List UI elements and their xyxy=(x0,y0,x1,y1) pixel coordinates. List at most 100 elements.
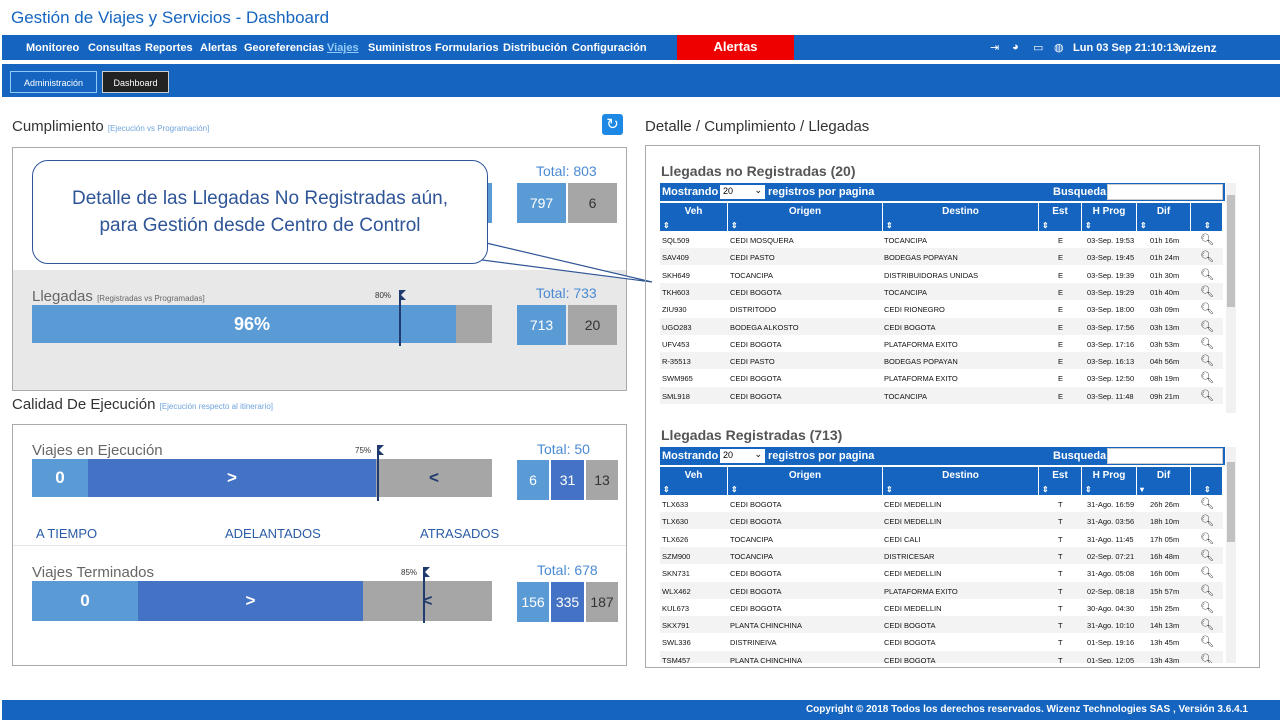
col-destino[interactable]: Destino ⇕ xyxy=(883,467,1039,495)
nav-suministros[interactable]: Suministros xyxy=(368,42,432,54)
noreg-rows: SQL509 CEDI MOSQUERA TOCANCIPA E 03-Sep. 19:… xyxy=(660,231,1223,413)
nav-configuracion[interactable]: Configuración xyxy=(572,42,647,54)
nav-distribucion[interactable]: Distribución xyxy=(503,42,568,54)
table-cell: TKH603 xyxy=(662,287,690,297)
view-detail-icon[interactable]: 🔍︎ xyxy=(1200,584,1214,597)
view-detail-icon[interactable]: 🔍︎ xyxy=(1200,619,1214,632)
copyright: Copyright © 2018 Todos los derechos rese… xyxy=(805,704,1248,715)
table-cell: T xyxy=(1058,638,1063,648)
view-detail-icon[interactable]: 🔍︎ xyxy=(1200,636,1214,649)
col-hprog[interactable]: H Prog ⇕ xyxy=(1082,467,1137,495)
logout-icon[interactable]: ⇥ xyxy=(990,42,1000,54)
view-detail-icon[interactable]: 🔍︎ xyxy=(1200,320,1214,333)
dashboard-button[interactable]: Dashboard xyxy=(102,71,169,93)
table-row[interactable]: TLX630 CEDI BOGOTA CEDI MEDELLIN T 31-Ago. 0… xyxy=(660,512,1223,530)
table-row[interactable]: R-35513 CEDI PASTO BODEGAS POPAYAN E 03-Sep.… xyxy=(660,352,1223,370)
col-dif[interactable]: Dif ⇕ xyxy=(1137,203,1191,231)
nav-alertas[interactable]: Alertas xyxy=(200,42,238,54)
reg-page-size-select[interactable]: 20 ⌄ xyxy=(720,449,765,463)
view-detail-icon[interactable]: 🔍︎ xyxy=(1200,372,1214,385)
view-detail-icon[interactable]: 🔍︎ xyxy=(1200,337,1214,350)
view-detail-icon[interactable]: 🔍︎ xyxy=(1200,355,1214,368)
table-cell: CEDI MEDELLIN xyxy=(884,500,942,509)
table-row[interactable]: WLX462 CEDI BOGOTA PLATAFORMA EXITO T 02-Sep… xyxy=(660,581,1223,599)
noreg-controls: Mostrando 20 ⌄ registros por pagina Busqu… xyxy=(660,183,1225,201)
col-destino[interactable]: Destino ⇕ xyxy=(883,203,1039,231)
view-detail-icon[interactable]: 🔍︎ xyxy=(1200,389,1214,402)
noreg-search-input[interactable] xyxy=(1107,184,1223,200)
nav-reportes[interactable]: Reportes xyxy=(145,42,193,54)
nav-formularios[interactable]: Formularios xyxy=(435,42,499,54)
view-detail-icon[interactable]: 🔍︎ xyxy=(1200,268,1214,281)
view-detail-icon[interactable]: 🔍︎ xyxy=(1200,498,1214,510)
table-cell: 14h 13m xyxy=(1150,621,1180,631)
view-detail-icon[interactable]: 🔍︎ xyxy=(1200,549,1214,562)
nav-georeferencias[interactable]: Georeferencias xyxy=(244,42,325,54)
pie-chart-icon[interactable]: ◕ xyxy=(1012,41,1019,53)
view-detail-icon[interactable]: 🔍︎ xyxy=(1200,601,1214,614)
table-row[interactable]: SQL509 CEDI MOSQUERA TOCANCIPA E 03-Sep. 19:… xyxy=(660,231,1223,248)
alerts-button[interactable]: Alertas xyxy=(677,35,794,60)
view-detail-icon[interactable]: 🔍︎ xyxy=(1200,285,1214,298)
col-origen[interactable]: Origen ⇕ xyxy=(728,467,883,495)
col-veh[interactable]: Veh ⇕ xyxy=(660,203,728,231)
table-cell: CEDI BOGOTA xyxy=(730,374,782,384)
table-row[interactable]: TLX626 TOCANCIPA CEDI CALI T 31-Ago. 11:45 17… xyxy=(660,530,1223,547)
refresh-icon[interactable]: ↻ xyxy=(602,114,623,135)
col-est[interactable]: Est ⇕ xyxy=(1039,203,1082,231)
view-detail-icon[interactable]: 🔍︎ xyxy=(1200,303,1214,316)
col-action[interactable]: ⇕ xyxy=(1191,467,1223,495)
table-cell: PLANTA CHINCHINA xyxy=(730,621,802,631)
table-row[interactable]: SKH649 TOCANCIPA DISTRIBUIDORAS UNIDAS E 03-… xyxy=(660,266,1223,283)
table-cell: SKN731 xyxy=(662,569,690,579)
table-row[interactable]: KUL673 CEDI BOGOTA CEDI MEDELLIN T 30-Ago. 0… xyxy=(660,599,1223,616)
table-row[interactable]: TSM457 PLANTA CHINCHINA CEDI BOGOTA T 01-Sep… xyxy=(660,650,1223,663)
col-est[interactable]: Est ⇕ xyxy=(1039,467,1082,495)
col-action[interactable]: ⇕ xyxy=(1191,203,1223,231)
col-dif[interactable]: Dif ▾ xyxy=(1137,467,1191,495)
view-detail-icon[interactable]: 🔍︎ xyxy=(1200,234,1214,246)
table-row[interactable]: UFV453 CEDI BOGOTA PLATAFORMA EXITO E 03-Sep… xyxy=(660,335,1223,352)
book-icon[interactable]: ▭ xyxy=(1033,42,1044,54)
table-cell: 01h 16m xyxy=(1150,236,1180,245)
globe-icon[interactable]: ◍ xyxy=(1054,42,1064,54)
admin-button[interactable]: Administración xyxy=(10,71,97,93)
view-detail-icon[interactable]: 🔍︎ xyxy=(1200,653,1214,663)
col-origen[interactable]: Origen ⇕ xyxy=(728,203,883,231)
col-hprog[interactable]: H Prog ⇕ xyxy=(1082,203,1137,231)
nav-viajes[interactable]: Viajes xyxy=(327,42,359,54)
table-cell: SWM965 xyxy=(662,374,693,384)
table-row[interactable]: SML918 CEDI BOGOTA TOCANCIPA E 03-Sep. 11:48… xyxy=(660,386,1223,404)
reg-scrollbar[interactable] xyxy=(1226,447,1236,663)
table-row[interactable]: TLX633 CEDI BOGOTA CEDI MEDELLIN T 31-Ago. 1… xyxy=(660,495,1223,512)
table-cell: E xyxy=(1058,270,1064,280)
table-row[interactable]: SKX791 PLANTA CHINCHINA CEDI BOGOTA T 31-Ago… xyxy=(660,616,1223,634)
table-cell: 30-Ago. 04:30 xyxy=(1087,603,1135,613)
table-row[interactable]: TKH603 CEDI BOGOTA TOCANCIPA E 03-Sep. 19:29… xyxy=(660,282,1223,300)
noreg-page-size-select[interactable]: 20 ⌄ xyxy=(720,185,765,199)
table-row[interactable]: ZIU930 DISTRITODO CEDI RIONEGRO E 03-Sep. 18… xyxy=(660,300,1223,317)
table-row[interactable]: SZM900 TOCANCIPA DISTRICESAR T 02-Sep. 07:21… xyxy=(660,546,1223,564)
table-row[interactable]: SKN731 CEDI BOGOTA CEDI MEDELLIN T 31-Ago. 0… xyxy=(660,564,1223,581)
col-veh[interactable]: Veh ⇕ xyxy=(660,467,728,495)
ejecucion-label: Viajes en Ejecución xyxy=(32,442,163,459)
view-detail-icon[interactable]: 🔍︎ xyxy=(1200,567,1214,580)
reg-search-input[interactable] xyxy=(1107,448,1223,464)
username[interactable]: wizenz xyxy=(1178,41,1217,55)
table-row[interactable]: SWL336 DISTRINEIVA CEDI BOGOTA T 01-Sep. 19:… xyxy=(660,633,1223,650)
view-detail-icon[interactable]: 🔍︎ xyxy=(1200,515,1214,528)
cumplimiento-panel xyxy=(12,147,627,391)
noreg-scrollbar[interactable] xyxy=(1226,183,1236,413)
detalle-panel xyxy=(645,145,1260,668)
table-cell: TLX630 xyxy=(662,517,689,527)
view-detail-icon[interactable]: 🔍︎ xyxy=(1200,251,1214,264)
table-row[interactable]: UGO283 BODEGA ALKOSTO CEDI BOGOTA E 03-Sep. … xyxy=(660,317,1223,335)
view-detail-icon[interactable]: 🔍︎ xyxy=(1200,532,1214,545)
nav-monitoreo[interactable]: Monitoreo xyxy=(26,42,80,54)
table-row[interactable]: SAV409 CEDI PASTO BODEGAS POPAYAN E 03-Sep. … xyxy=(660,248,1223,266)
table-row[interactable]: SWM965 CEDI BOGOTA PLATAFORMA EXITO E 03-Sep… xyxy=(660,369,1223,386)
ejecucion-adelantados-bar: > xyxy=(88,459,376,497)
table-cell: E xyxy=(1058,305,1064,315)
table-cell: CEDI BOGOTA xyxy=(884,621,936,631)
nav-consultas[interactable]: Consultas xyxy=(88,42,142,54)
